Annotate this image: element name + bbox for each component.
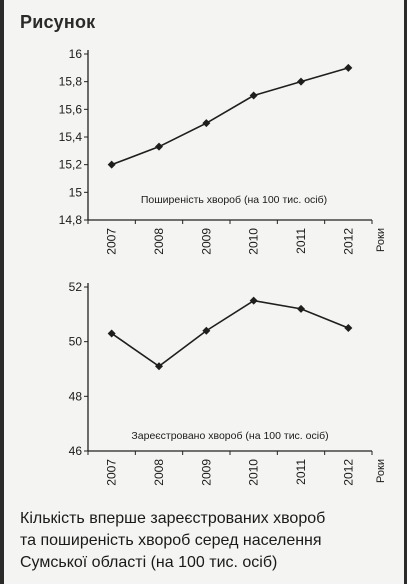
x-tick-label: 2007 <box>105 459 119 486</box>
y-tick-label: 50 <box>69 335 83 349</box>
y-tick-label: 46 <box>69 444 83 458</box>
data-point <box>344 63 353 72</box>
data-point <box>202 326 211 335</box>
series-line <box>111 299 349 368</box>
x-tick-label: 2011 <box>294 459 308 485</box>
x-tick-label: 2010 <box>247 228 261 255</box>
x-tick-label: 2009 <box>199 228 213 255</box>
x-tick-label: 2012 <box>341 228 355 255</box>
data-point <box>297 77 305 86</box>
caption-line: Кількість вперше зареєстрованих хвороб <box>20 510 326 527</box>
data-point <box>297 304 305 313</box>
x-tick-label: 2012 <box>341 459 355 486</box>
x-tick-label: 2008 <box>152 228 166 255</box>
chart-title: Поширеність хвороб (на 100 тис. осіб) <box>141 194 327 206</box>
y-tick-label: 14,8 <box>59 213 83 227</box>
registered-diseases-chart: 46 48 50 52 2007 2008 2009 2010 2011 2012 Роки Заре… <box>69 280 387 486</box>
data-point <box>155 142 163 151</box>
y-tick-label: 16 <box>69 47 83 61</box>
caption-line: та поширеність хвороб серед населення <box>20 532 322 549</box>
data-point <box>249 296 258 305</box>
data-point <box>107 329 116 338</box>
y-tick-label: 52 <box>69 280 83 294</box>
x-tick-label: 2007 <box>105 228 119 255</box>
y-tick-label: 15,6 <box>59 102 83 116</box>
data-point <box>107 160 116 169</box>
data-point <box>249 91 258 100</box>
data-point <box>202 119 211 128</box>
x-axis-label: Роки <box>375 459 387 483</box>
x-tick-label: 2009 <box>199 459 213 486</box>
y-tick-label: 15,4 <box>59 130 83 144</box>
x-tick-label: 2008 <box>152 459 166 486</box>
caption-line: Сумської області (на 100 тис. осіб) <box>20 554 278 571</box>
x-tick-label: 2011 <box>294 228 308 254</box>
chart-title: Зареєстровано хвороб (на 100 тис. осіб) <box>131 430 328 442</box>
y-tick-label: 15,2 <box>59 158 83 172</box>
data-point <box>155 362 163 371</box>
y-tick-label: 15,8 <box>59 75 83 89</box>
prevalence-chart: 14,8 15 15,2 15,4 15,6 15,8 16 2007 2008 2009 2010… <box>59 47 387 255</box>
figure-caption: Кількість вперше зареєстрованих хвороб т… <box>20 508 400 574</box>
y-tick-label: 48 <box>69 389 83 403</box>
figure-label: Рисунок <box>20 12 96 32</box>
x-tick-label: 2010 <box>247 459 261 486</box>
data-point <box>344 324 353 332</box>
x-axis-label: Роки <box>375 228 387 252</box>
series-line <box>111 67 349 166</box>
y-tick-label: 15 <box>69 185 83 199</box>
